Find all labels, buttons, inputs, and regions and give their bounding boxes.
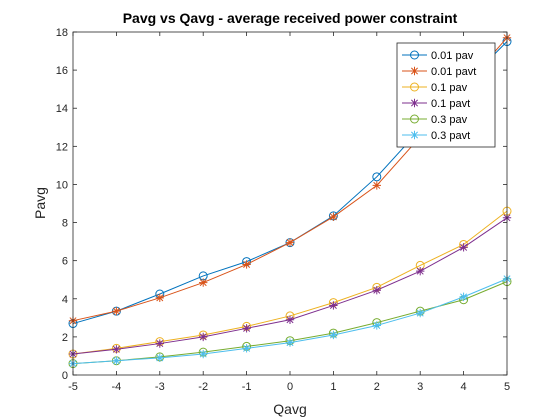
legend-marker-4 xyxy=(410,114,419,124)
data-point-5-4 xyxy=(242,344,251,353)
legend-entry-5: 0.3 pavt xyxy=(402,130,470,142)
x-tick-label-2: -3 xyxy=(155,381,165,393)
data-point-3-8 xyxy=(416,266,425,276)
y-tick-label-4: 8 xyxy=(62,218,68,230)
data-point-1-7 xyxy=(372,181,381,190)
legend-entry-2: 0.1 pav xyxy=(402,82,468,94)
x-tick-label-7: 2 xyxy=(374,381,380,393)
x-tick-label-0: -5 xyxy=(68,381,78,393)
x-tick-label-6: 1 xyxy=(330,381,336,393)
legend-marker-3 xyxy=(410,98,419,108)
series-5 xyxy=(68,274,512,368)
y-tick-label-5: 10 xyxy=(56,179,68,191)
data-point-3-6 xyxy=(329,301,338,310)
x-tick-label-4: -1 xyxy=(242,381,252,393)
y-tick-label-9: 18 xyxy=(56,27,68,39)
data-point-3-2 xyxy=(155,339,164,348)
y-axis-label: Pavg xyxy=(32,187,48,219)
legend-entry-3: 0.1 pavt xyxy=(402,98,470,110)
y-tick-label-0: 0 xyxy=(62,370,68,382)
data-point-3-9 xyxy=(459,243,468,252)
legend-label-4: 0.3 pav xyxy=(431,114,468,126)
legend-entry-4: 0.3 pav xyxy=(402,114,468,126)
y-tick-label-1: 2 xyxy=(62,332,68,344)
x-tick-label-10: 5 xyxy=(504,381,510,393)
data-point-1-5 xyxy=(285,238,295,247)
x-axis-label: Qavg xyxy=(273,401,306,417)
legend-label-1: 0.01 pavt xyxy=(431,66,476,78)
legend-marker-5 xyxy=(410,130,419,140)
y-tick-label-6: 12 xyxy=(56,141,68,153)
data-point-5-5 xyxy=(285,338,295,347)
data-point-1-3 xyxy=(199,278,208,287)
x-tick-label-1: -4 xyxy=(112,381,122,393)
x-tick-label-3: -2 xyxy=(198,381,208,393)
legend: 0.01 pav 0.01 pavt 0.1 pav 0.1 pavt 0.3 pav 0… xyxy=(396,42,496,148)
legend-marker-2 xyxy=(410,82,419,92)
data-point-5-3 xyxy=(199,349,208,359)
legend-label-3: 0.1 pavt xyxy=(431,98,470,110)
x-tick-label-9: 4 xyxy=(461,381,467,393)
legend-label-2: 0.1 pav xyxy=(431,82,468,94)
y-tick-label-2: 4 xyxy=(62,294,68,306)
x-tick-label-8: 3 xyxy=(417,381,423,393)
data-point-1-4 xyxy=(242,260,251,269)
data-point-1-1 xyxy=(112,306,121,316)
data-point-3-4 xyxy=(242,324,251,333)
legend-box xyxy=(396,42,496,148)
data-point-3-3 xyxy=(199,332,208,342)
legend-marker-0 xyxy=(410,50,419,60)
data-point-5-8 xyxy=(416,308,425,318)
legend-label-5: 0.3 pavt xyxy=(431,130,470,142)
data-point-3-1 xyxy=(112,345,121,354)
data-point-3-7 xyxy=(372,286,381,295)
data-point-5-2 xyxy=(155,353,164,363)
data-point-5-6 xyxy=(329,330,338,340)
legend-entry-0: 0.01 pav xyxy=(402,50,474,62)
legend-label-0: 0.01 pav xyxy=(431,50,474,62)
legend-entry-1: 0.01 pavt xyxy=(402,66,476,78)
data-point-5-7 xyxy=(372,321,381,330)
y-tick-label-8: 16 xyxy=(56,65,68,77)
data-point-0-7 xyxy=(372,172,382,182)
x-tick-label-5: 0 xyxy=(287,381,293,393)
data-point-1-6 xyxy=(329,212,338,222)
legend-marker-1 xyxy=(410,66,419,76)
y-tick-label-7: 14 xyxy=(56,103,68,115)
y-tick-label-3: 6 xyxy=(62,256,68,268)
data-point-1-2 xyxy=(155,293,164,303)
data-point-5-1 xyxy=(112,356,121,365)
data-point-5-9 xyxy=(459,292,468,302)
chart-title: Pavg vs Qavg - average received power co… xyxy=(123,10,458,26)
data-point-3-5 xyxy=(285,315,295,324)
